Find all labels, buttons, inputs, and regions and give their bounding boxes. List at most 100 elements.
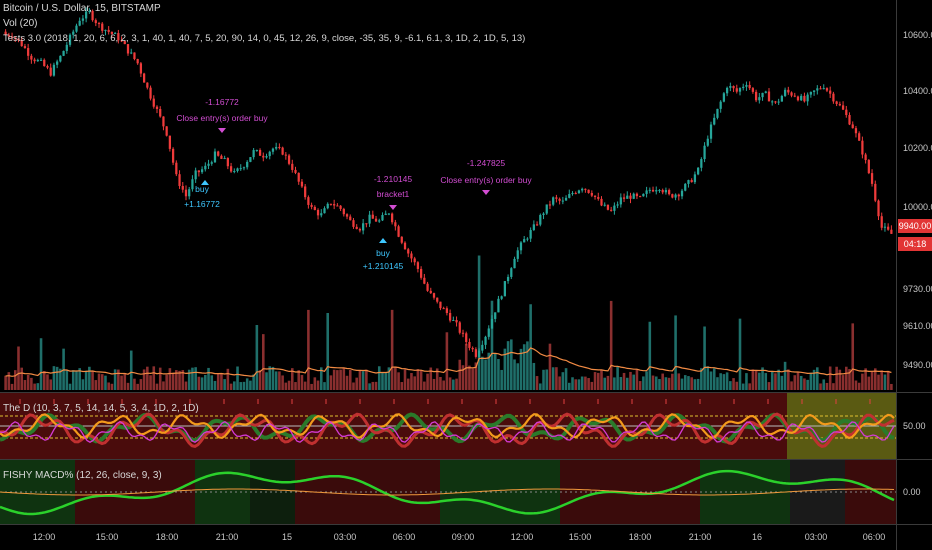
volume-bar (712, 368, 716, 390)
volume-bar (690, 377, 693, 390)
volume-bar (596, 372, 600, 390)
candle-body (94, 20, 97, 24)
candle-body (442, 308, 445, 310)
time-tick-label: 15 (282, 532, 292, 542)
sell-arrow-icon (389, 205, 397, 210)
volume-bar (384, 372, 387, 390)
volume-bar (577, 379, 581, 390)
volume-bar (468, 365, 471, 390)
candle-body (577, 190, 581, 194)
price-tick-label: 10200.00 (903, 143, 932, 153)
volume-bar (828, 366, 832, 390)
candle-body (845, 109, 848, 116)
candle-body (503, 281, 506, 297)
volume-bar (551, 367, 555, 390)
volume-bar (336, 370, 339, 390)
candle-body (362, 223, 365, 231)
candle-body (800, 95, 803, 101)
pane3-legend[interactable]: FISHY MACD% (12, 26, close, 9, 3) (3, 470, 162, 481)
volume-bar (316, 380, 320, 390)
candle-body (597, 196, 600, 199)
volume-bar (754, 370, 758, 390)
candle-body (117, 33, 120, 41)
volume-bar (609, 300, 613, 390)
candle-body (487, 328, 490, 337)
volume-bar (571, 377, 574, 390)
volume-bar (52, 366, 56, 390)
annotation-a8: +1.210145 (363, 261, 404, 271)
candle-body (217, 151, 220, 156)
candle-body (626, 195, 629, 199)
time-axis[interactable]: 12:00 15:00 18:00 21:00 15 03:00 06:00 09:00 12:… (33, 532, 886, 542)
candle-body (671, 194, 674, 198)
volume-bar (139, 379, 143, 390)
volume-bar (307, 309, 310, 390)
candle-body (403, 242, 407, 250)
candle-body (136, 59, 139, 64)
volume-bar (542, 369, 545, 390)
volume-bar (654, 376, 658, 390)
candle-body (113, 33, 117, 35)
candle-body (751, 88, 755, 92)
volume-bar (55, 366, 59, 390)
candle-body (68, 34, 72, 45)
volume-bar (484, 359, 487, 390)
candle-body (870, 173, 874, 184)
candle-body (439, 301, 442, 309)
price-tick-label: 10400.00 (903, 86, 932, 96)
volume-bar (703, 326, 706, 390)
symbol-legend[interactable]: Bitcoin / U.S. Dollar, 15, BITSTAMP (3, 3, 161, 14)
candle-body (783, 89, 787, 96)
annotation-a1: -1.16772 (205, 97, 239, 107)
volume-bar (477, 255, 481, 390)
candle-body (345, 214, 349, 217)
candle-body (410, 253, 413, 259)
volume-bar (419, 370, 423, 390)
candle-body (477, 350, 481, 357)
volume-bar (33, 383, 36, 390)
candle-body (371, 214, 374, 219)
time-tick-label: 09:00 (452, 532, 475, 542)
volume-bar (403, 369, 407, 390)
candle-body (519, 242, 523, 251)
volume-bar (107, 382, 110, 390)
candle-body (255, 150, 258, 152)
volume-bar (339, 369, 342, 390)
volume-bar (774, 373, 777, 390)
volume-bar (729, 381, 732, 390)
candle-body (535, 224, 539, 226)
candle-body (465, 333, 468, 343)
volume-bar (394, 366, 397, 390)
volume-bar (126, 382, 130, 390)
pane2-legend[interactable]: The D (10, 3, 7, 5, 14, 14, 5, 3, 4, 1D,… (3, 403, 199, 414)
volume-bar (600, 369, 603, 390)
volume-bar (303, 381, 307, 390)
candle-body (816, 88, 819, 91)
candle-body (687, 180, 690, 184)
candle-body (700, 159, 703, 168)
volume-bar (413, 376, 416, 390)
volume-bar (745, 373, 748, 390)
candle-body (14, 37, 17, 39)
candle-body (429, 290, 432, 294)
candle-body (613, 205, 616, 211)
volume-legend[interactable]: Vol (20) (3, 18, 38, 29)
volume-bar (574, 379, 578, 390)
volume-bar (452, 379, 455, 390)
volume-bar (329, 375, 333, 390)
candle-body (426, 283, 429, 291)
candle-body (91, 10, 94, 21)
volume-bar (587, 378, 590, 390)
candle-body (423, 277, 426, 284)
candle-body (210, 162, 213, 164)
candle-body (284, 154, 287, 156)
volume-bar (168, 368, 172, 390)
candle-body (149, 87, 152, 99)
price-tick-label: 9490.00 (903, 360, 932, 370)
volume-bar (642, 376, 645, 390)
volume-bar (117, 369, 120, 390)
strategy-legend[interactable]: Tests 3.0 (2018, 1, 20, 6, 6, 2, 3, 1, 4… (3, 33, 526, 44)
volume-bar (187, 369, 191, 390)
candle-body (851, 124, 854, 129)
